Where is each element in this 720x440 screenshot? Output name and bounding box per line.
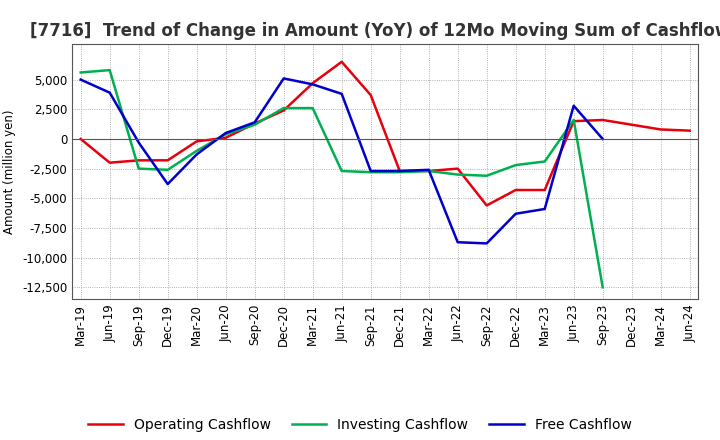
Investing Cashflow xyxy=(76,70,85,75)
Free Cashflow xyxy=(279,76,288,81)
Investing Cashflow xyxy=(395,169,404,175)
Title: [7716]  Trend of Change in Amount (YoY) of 12Mo Moving Sum of Cashflows: [7716] Trend of Change in Amount (YoY) o… xyxy=(30,22,720,40)
Investing Cashflow xyxy=(511,162,520,168)
Free Cashflow xyxy=(541,206,549,212)
Free Cashflow xyxy=(251,120,259,125)
Y-axis label: Amount (million yen): Amount (million yen) xyxy=(4,110,17,234)
Free Cashflow xyxy=(338,91,346,96)
Investing Cashflow xyxy=(251,122,259,127)
Free Cashflow xyxy=(395,169,404,174)
Line: Investing Cashflow: Investing Cashflow xyxy=(81,70,603,287)
Free Cashflow xyxy=(192,152,201,157)
Investing Cashflow xyxy=(221,132,230,137)
Operating Cashflow xyxy=(570,118,578,124)
Investing Cashflow xyxy=(192,148,201,154)
Free Cashflow xyxy=(76,77,85,82)
Operating Cashflow xyxy=(598,117,607,123)
Operating Cashflow xyxy=(105,160,114,165)
Operating Cashflow xyxy=(482,203,491,208)
Operating Cashflow xyxy=(541,187,549,193)
Operating Cashflow xyxy=(395,169,404,174)
Free Cashflow xyxy=(570,103,578,108)
Line: Operating Cashflow: Operating Cashflow xyxy=(81,62,690,205)
Operating Cashflow xyxy=(424,169,433,174)
Free Cashflow xyxy=(163,181,172,187)
Operating Cashflow xyxy=(366,92,375,98)
Line: Free Cashflow: Free Cashflow xyxy=(81,78,603,243)
Operating Cashflow xyxy=(338,59,346,64)
Operating Cashflow xyxy=(135,158,143,163)
Operating Cashflow xyxy=(279,108,288,113)
Free Cashflow xyxy=(454,240,462,245)
Operating Cashflow xyxy=(308,81,317,86)
Free Cashflow xyxy=(598,136,607,142)
Operating Cashflow xyxy=(76,136,85,142)
Operating Cashflow xyxy=(221,135,230,140)
Free Cashflow xyxy=(482,241,491,246)
Operating Cashflow xyxy=(511,187,520,193)
Investing Cashflow xyxy=(366,169,375,175)
Free Cashflow xyxy=(424,167,433,172)
Investing Cashflow xyxy=(279,106,288,111)
Investing Cashflow xyxy=(541,159,549,164)
Investing Cashflow xyxy=(482,173,491,178)
Operating Cashflow xyxy=(192,139,201,144)
Free Cashflow xyxy=(366,169,375,174)
Operating Cashflow xyxy=(627,122,636,127)
Operating Cashflow xyxy=(657,127,665,132)
Operating Cashflow xyxy=(454,166,462,171)
Investing Cashflow xyxy=(135,166,143,171)
Free Cashflow xyxy=(135,140,143,145)
Investing Cashflow xyxy=(424,169,433,174)
Legend: Operating Cashflow, Investing Cashflow, Free Cashflow: Operating Cashflow, Investing Cashflow, … xyxy=(82,412,638,437)
Operating Cashflow xyxy=(685,128,694,133)
Free Cashflow xyxy=(511,211,520,216)
Investing Cashflow xyxy=(163,167,172,172)
Free Cashflow xyxy=(221,130,230,136)
Investing Cashflow xyxy=(338,169,346,174)
Investing Cashflow xyxy=(598,285,607,290)
Free Cashflow xyxy=(105,90,114,95)
Operating Cashflow xyxy=(163,158,172,163)
Free Cashflow xyxy=(308,82,317,87)
Investing Cashflow xyxy=(105,67,114,73)
Investing Cashflow xyxy=(308,106,317,111)
Investing Cashflow xyxy=(570,117,578,123)
Investing Cashflow xyxy=(454,172,462,177)
Operating Cashflow xyxy=(251,121,259,126)
